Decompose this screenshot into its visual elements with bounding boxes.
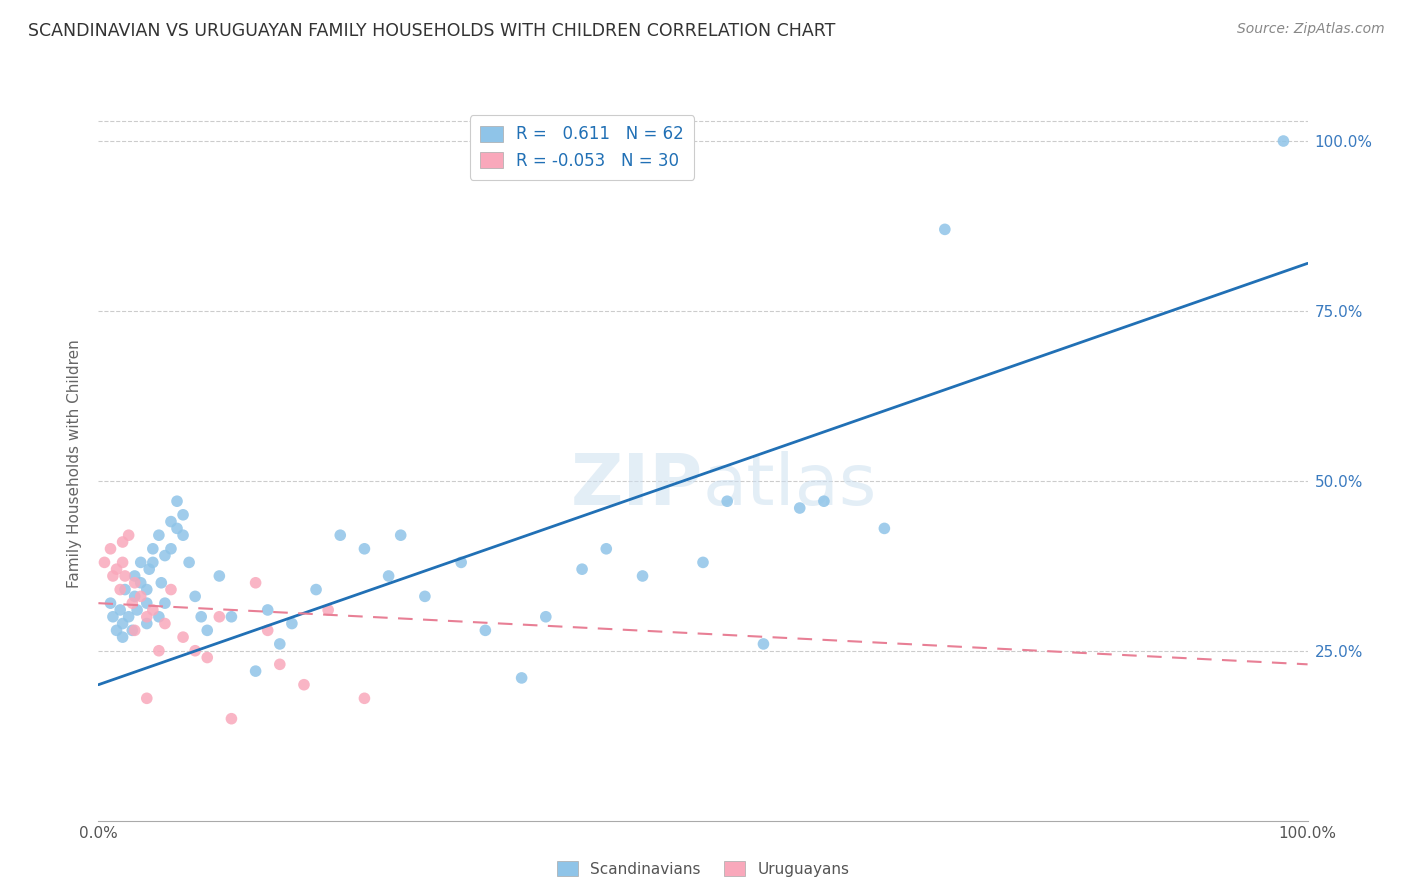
- Point: [934, 222, 956, 236]
- Point: [148, 609, 170, 624]
- Point: [148, 528, 170, 542]
- Point: [93, 555, 115, 569]
- Point: [111, 535, 134, 549]
- Point: [389, 528, 412, 542]
- Point: [873, 521, 896, 535]
- Point: [1272, 134, 1295, 148]
- Point: [124, 575, 146, 590]
- Point: [129, 590, 152, 604]
- Point: [101, 609, 124, 624]
- Point: [111, 630, 134, 644]
- Point: [474, 624, 496, 638]
- Point: [184, 590, 207, 604]
- Point: [127, 603, 149, 617]
- Point: [153, 596, 176, 610]
- Point: [100, 596, 122, 610]
- Point: [135, 596, 157, 610]
- Text: Source: ZipAtlas.com: Source: ZipAtlas.com: [1237, 22, 1385, 37]
- Point: [153, 616, 176, 631]
- Point: [101, 569, 124, 583]
- Point: [190, 609, 212, 624]
- Point: [142, 541, 165, 556]
- Text: atlas: atlas: [703, 450, 877, 520]
- Point: [121, 596, 143, 610]
- Point: [377, 569, 399, 583]
- Point: [256, 603, 278, 617]
- Point: [269, 657, 291, 672]
- Point: [316, 603, 339, 617]
- Point: [160, 582, 183, 597]
- Point: [108, 582, 131, 597]
- Point: [124, 624, 146, 638]
- Point: [105, 562, 128, 576]
- Point: [166, 521, 188, 535]
- Point: [450, 555, 472, 569]
- Point: [208, 609, 231, 624]
- Point: [138, 562, 160, 576]
- Point: [124, 569, 146, 583]
- Point: [129, 575, 152, 590]
- Point: [631, 569, 654, 583]
- Legend: Scandinavians, Uruguayans: Scandinavians, Uruguayans: [548, 854, 858, 884]
- Point: [245, 664, 267, 678]
- Point: [172, 508, 194, 522]
- Point: [108, 603, 131, 617]
- Point: [571, 562, 593, 576]
- Point: [135, 609, 157, 624]
- Point: [153, 549, 176, 563]
- Point: [121, 624, 143, 638]
- Point: [329, 528, 352, 542]
- Point: [114, 569, 136, 583]
- Point: [269, 637, 291, 651]
- Point: [221, 609, 243, 624]
- Point: [160, 515, 183, 529]
- Point: [595, 541, 617, 556]
- Point: [353, 691, 375, 706]
- Point: [129, 555, 152, 569]
- Point: [150, 575, 173, 590]
- Point: [142, 603, 165, 617]
- Point: [292, 678, 315, 692]
- Point: [172, 528, 194, 542]
- Point: [135, 691, 157, 706]
- Y-axis label: Family Households with Children: Family Households with Children: [67, 340, 83, 588]
- Point: [413, 590, 436, 604]
- Point: [245, 575, 267, 590]
- Point: [692, 555, 714, 569]
- Point: [135, 616, 157, 631]
- Point: [208, 569, 231, 583]
- Point: [752, 637, 775, 651]
- Point: [114, 582, 136, 597]
- Point: [716, 494, 738, 508]
- Point: [118, 528, 141, 542]
- Point: [160, 541, 183, 556]
- Point: [166, 494, 188, 508]
- Point: [510, 671, 533, 685]
- Point: [124, 590, 146, 604]
- Point: [353, 541, 375, 556]
- Point: [179, 555, 201, 569]
- Text: ZIP: ZIP: [571, 450, 703, 520]
- Point: [105, 624, 128, 638]
- Point: [256, 624, 278, 638]
- Point: [281, 616, 304, 631]
- Point: [195, 650, 218, 665]
- Point: [534, 609, 557, 624]
- Point: [100, 541, 122, 556]
- Point: [195, 624, 218, 638]
- Point: [111, 555, 134, 569]
- Point: [184, 644, 207, 658]
- Point: [221, 712, 243, 726]
- Point: [135, 582, 157, 597]
- Point: [148, 644, 170, 658]
- Point: [813, 494, 835, 508]
- Point: [789, 501, 811, 516]
- Point: [111, 616, 134, 631]
- Point: [305, 582, 328, 597]
- Text: SCANDINAVIAN VS URUGUAYAN FAMILY HOUSEHOLDS WITH CHILDREN CORRELATION CHART: SCANDINAVIAN VS URUGUAYAN FAMILY HOUSEHO…: [28, 22, 835, 40]
- Point: [172, 630, 194, 644]
- Point: [142, 555, 165, 569]
- Point: [118, 609, 141, 624]
